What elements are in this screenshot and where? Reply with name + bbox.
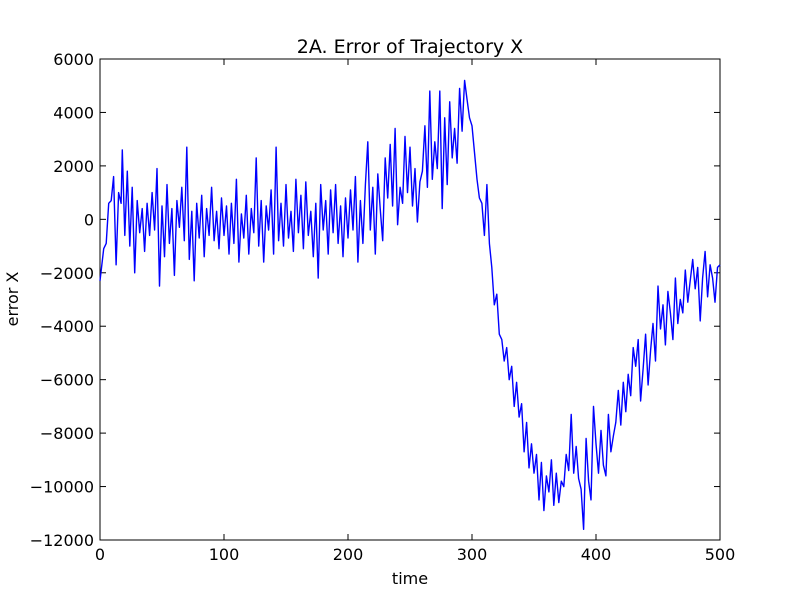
y-tick-label: 2000 <box>53 157 94 176</box>
y-axis-label: error X <box>3 272 22 327</box>
x-axis: 0 100 200 300 400 500 <box>95 59 735 564</box>
y-axis: 6000 4000 2000 0 −2000 −4000 −6000 −8000 −10000 −… <box>30 50 720 550</box>
x-tick-label: 500 <box>705 545 736 564</box>
x-tick-label: 400 <box>581 545 612 564</box>
chart-title: 2A. Error of Trajectory X <box>297 36 523 58</box>
y-tick-label: −4000 <box>40 317 94 336</box>
plot-area <box>99 58 721 541</box>
y-tick-label: 0 <box>84 210 94 229</box>
x-tick-label: 200 <box>333 545 364 564</box>
y-tick-label: −8000 <box>40 424 94 443</box>
y-tick-label: −6000 <box>40 371 94 390</box>
x-tick-label: 0 <box>95 545 105 564</box>
y-tick-label: −12000 <box>30 531 94 550</box>
y-tick-label: 4000 <box>53 103 94 122</box>
series-line <box>99 79 721 530</box>
y-tick-label: −2000 <box>40 264 94 283</box>
y-tick-label: −10000 <box>30 478 94 497</box>
y-tick-label: 6000 <box>53 50 94 69</box>
x-axis-label: time <box>392 569 428 588</box>
x-tick-label: 300 <box>457 545 488 564</box>
x-tick-label: 100 <box>209 545 240 564</box>
